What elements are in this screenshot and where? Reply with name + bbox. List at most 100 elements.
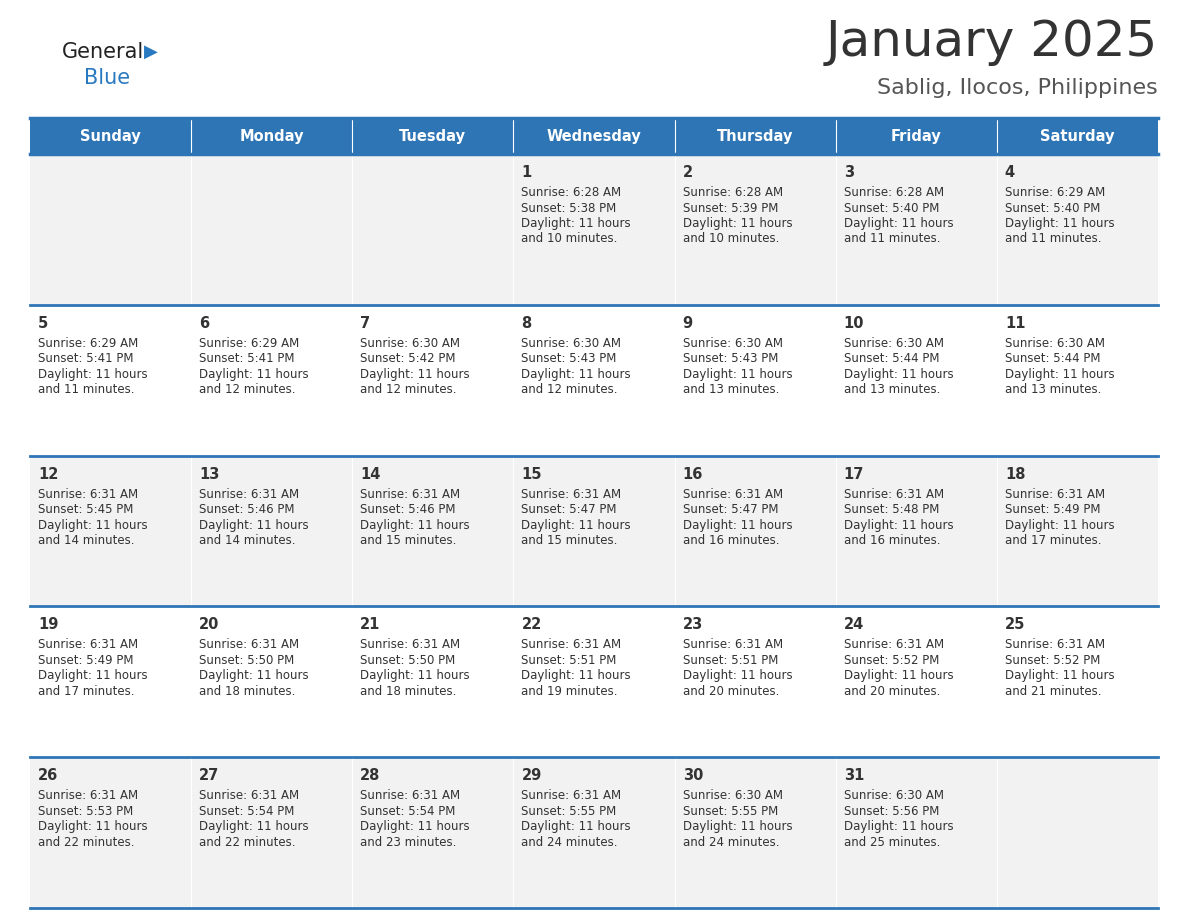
Text: 5: 5 [38,316,49,330]
Text: Sunday: Sunday [81,129,141,143]
Text: Daylight: 11 hours: Daylight: 11 hours [843,820,953,834]
Bar [191,154,353,305]
Text: Sunset: 5:50 PM: Sunset: 5:50 PM [200,654,295,666]
Text: and 11 minutes.: and 11 minutes. [1005,232,1101,245]
Text: Sunset: 5:41 PM: Sunset: 5:41 PM [38,353,133,365]
Text: 14: 14 [360,466,380,482]
Text: Sunrise: 6:28 AM: Sunrise: 6:28 AM [522,186,621,199]
Text: Daylight: 11 hours: Daylight: 11 hours [38,368,147,381]
Text: Daylight: 11 hours: Daylight: 11 hours [683,669,792,682]
Text: Sunset: 5:46 PM: Sunset: 5:46 PM [360,503,456,516]
Text: Sunrise: 6:30 AM: Sunrise: 6:30 AM [1005,337,1105,350]
Text: Sunrise: 6:31 AM: Sunrise: 6:31 AM [360,789,461,802]
Bar [353,455,513,607]
Bar [997,757,1158,908]
Text: and 16 minutes.: and 16 minutes. [683,534,779,547]
Bar [191,305,353,455]
Bar [513,118,675,154]
Text: Sunset: 5:40 PM: Sunset: 5:40 PM [843,201,939,215]
Text: Daylight: 11 hours: Daylight: 11 hours [38,519,147,532]
Text: Sunset: 5:52 PM: Sunset: 5:52 PM [1005,654,1100,666]
Text: and 11 minutes.: and 11 minutes. [38,384,134,397]
Bar [997,154,1158,305]
Text: Daylight: 11 hours: Daylight: 11 hours [522,820,631,834]
Text: Sunrise: 6:28 AM: Sunrise: 6:28 AM [683,186,783,199]
Text: and 16 minutes.: and 16 minutes. [843,534,940,547]
Text: 16: 16 [683,466,703,482]
Text: Sunset: 5:48 PM: Sunset: 5:48 PM [843,503,939,516]
Text: Sunrise: 6:31 AM: Sunrise: 6:31 AM [843,487,943,500]
Text: and 15 minutes.: and 15 minutes. [522,534,618,547]
Text: 12: 12 [38,466,58,482]
Text: Sunrise: 6:30 AM: Sunrise: 6:30 AM [522,337,621,350]
Text: Tuesday: Tuesday [399,129,467,143]
Text: 23: 23 [683,618,703,633]
Text: Sunrise: 6:29 AM: Sunrise: 6:29 AM [200,337,299,350]
Text: 7: 7 [360,316,371,330]
Bar [30,757,191,908]
Bar [835,607,997,757]
Text: Sunrise: 6:29 AM: Sunrise: 6:29 AM [1005,186,1105,199]
Bar [353,118,513,154]
Bar [675,607,835,757]
Text: and 12 minutes.: and 12 minutes. [360,384,456,397]
Bar [191,607,353,757]
Text: and 13 minutes.: and 13 minutes. [843,384,940,397]
Text: Daylight: 11 hours: Daylight: 11 hours [1005,368,1114,381]
Text: Sunset: 5:38 PM: Sunset: 5:38 PM [522,201,617,215]
Text: Sunrise: 6:31 AM: Sunrise: 6:31 AM [38,487,138,500]
Bar [30,455,191,607]
Text: Sunrise: 6:30 AM: Sunrise: 6:30 AM [843,789,943,802]
Text: and 10 minutes.: and 10 minutes. [522,232,618,245]
Text: Sunrise: 6:31 AM: Sunrise: 6:31 AM [38,789,138,802]
Text: 11: 11 [1005,316,1025,330]
Text: Daylight: 11 hours: Daylight: 11 hours [683,519,792,532]
Text: 8: 8 [522,316,532,330]
Text: Daylight: 11 hours: Daylight: 11 hours [200,368,309,381]
Text: Sunset: 5:55 PM: Sunset: 5:55 PM [522,805,617,818]
Text: Daylight: 11 hours: Daylight: 11 hours [200,669,309,682]
Text: 31: 31 [843,768,864,783]
Text: and 22 minutes.: and 22 minutes. [38,835,134,849]
Bar [835,455,997,607]
Bar [30,305,191,455]
Text: Daylight: 11 hours: Daylight: 11 hours [843,519,953,532]
Text: Sunset: 5:41 PM: Sunset: 5:41 PM [200,353,295,365]
Text: 3: 3 [843,165,854,180]
Bar [513,757,675,908]
Text: 9: 9 [683,316,693,330]
Text: Sunset: 5:50 PM: Sunset: 5:50 PM [360,654,455,666]
Text: and 23 minutes.: and 23 minutes. [360,835,456,849]
Text: Sunset: 5:44 PM: Sunset: 5:44 PM [1005,353,1100,365]
Text: Sunset: 5:40 PM: Sunset: 5:40 PM [1005,201,1100,215]
Text: Daylight: 11 hours: Daylight: 11 hours [38,820,147,834]
Bar [835,757,997,908]
Text: Sunrise: 6:31 AM: Sunrise: 6:31 AM [360,487,461,500]
Text: Daylight: 11 hours: Daylight: 11 hours [360,368,470,381]
Text: and 11 minutes.: and 11 minutes. [843,232,940,245]
Text: and 19 minutes.: and 19 minutes. [522,685,618,698]
Text: Daylight: 11 hours: Daylight: 11 hours [683,820,792,834]
Text: 18: 18 [1005,466,1025,482]
Text: Sunset: 5:45 PM: Sunset: 5:45 PM [38,503,133,516]
Text: and 24 minutes.: and 24 minutes. [683,835,779,849]
Bar [997,305,1158,455]
Text: Daylight: 11 hours: Daylight: 11 hours [38,669,147,682]
Text: Sunrise: 6:31 AM: Sunrise: 6:31 AM [683,638,783,652]
Text: Sunset: 5:42 PM: Sunset: 5:42 PM [360,353,456,365]
Text: 19: 19 [38,618,58,633]
Bar [191,757,353,908]
Bar [997,118,1158,154]
Text: Daylight: 11 hours: Daylight: 11 hours [200,820,309,834]
Bar [191,455,353,607]
Text: Monday: Monday [240,129,304,143]
Text: and 13 minutes.: and 13 minutes. [1005,384,1101,397]
Text: Sunrise: 6:31 AM: Sunrise: 6:31 AM [522,638,621,652]
Text: Sunrise: 6:31 AM: Sunrise: 6:31 AM [360,638,461,652]
Text: and 13 minutes.: and 13 minutes. [683,384,779,397]
Text: Wednesday: Wednesday [546,129,642,143]
Bar [675,455,835,607]
Bar [513,154,675,305]
Text: Daylight: 11 hours: Daylight: 11 hours [522,519,631,532]
Text: and 18 minutes.: and 18 minutes. [360,685,456,698]
